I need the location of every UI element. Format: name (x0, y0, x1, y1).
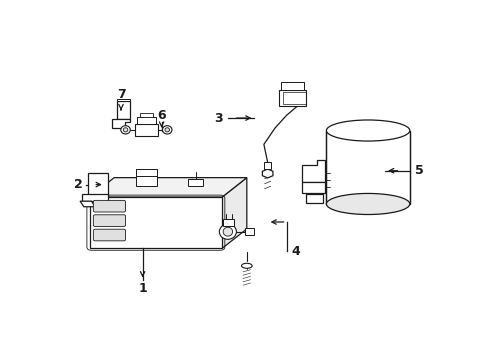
Ellipse shape (326, 193, 409, 215)
Polygon shape (301, 182, 324, 193)
Bar (139, 113, 153, 117)
FancyBboxPatch shape (93, 201, 125, 212)
Ellipse shape (121, 126, 130, 134)
Bar (244, 228, 254, 235)
Polygon shape (89, 177, 246, 197)
Polygon shape (87, 174, 108, 197)
Polygon shape (305, 194, 322, 203)
Ellipse shape (241, 263, 252, 268)
Bar (135, 123, 158, 136)
Bar (282, 92, 305, 104)
Text: 1: 1 (138, 282, 147, 295)
Ellipse shape (123, 128, 127, 132)
Bar (280, 82, 303, 90)
Text: 5: 5 (414, 164, 423, 177)
Bar (136, 176, 157, 186)
Bar (117, 99, 130, 102)
Polygon shape (262, 169, 272, 178)
FancyBboxPatch shape (93, 229, 125, 241)
Text: 6: 6 (157, 109, 165, 122)
Bar (188, 179, 203, 186)
Polygon shape (82, 194, 108, 201)
Text: 3: 3 (214, 112, 222, 125)
Polygon shape (80, 201, 95, 207)
Text: 7: 7 (117, 88, 125, 101)
FancyBboxPatch shape (93, 215, 125, 226)
Polygon shape (117, 102, 130, 120)
Text: 2: 2 (74, 178, 82, 191)
Bar (264, 162, 271, 169)
Bar (279, 90, 305, 105)
Bar (137, 117, 156, 123)
Polygon shape (89, 197, 222, 248)
Polygon shape (111, 120, 130, 128)
Bar (326, 131, 409, 204)
Ellipse shape (164, 128, 169, 132)
Ellipse shape (223, 227, 232, 236)
Polygon shape (222, 177, 246, 248)
Ellipse shape (162, 126, 172, 134)
Polygon shape (301, 159, 324, 182)
Ellipse shape (219, 224, 236, 239)
Text: 4: 4 (291, 244, 300, 258)
Bar (223, 219, 233, 226)
Ellipse shape (326, 120, 409, 141)
